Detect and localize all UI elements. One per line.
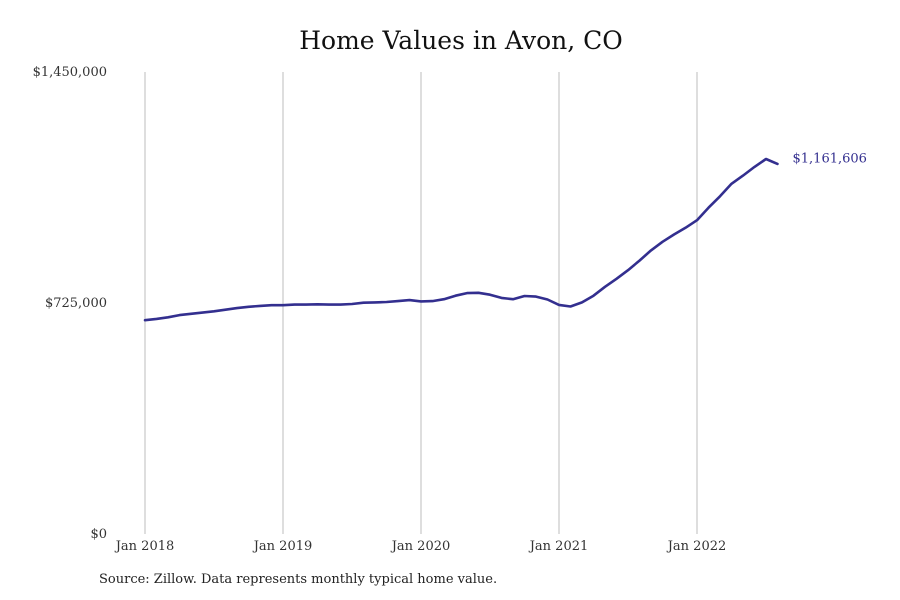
x-tick-label: Jan 2021 [528,539,589,554]
source-note: Source: Zillow. Data represents monthly … [99,572,498,587]
gridlines [144,72,698,534]
y-tick-label: $0 [90,527,107,542]
y-axis-ticks: $0 $725,000 $1,450,000 [33,65,107,542]
end-value-label: $1,161,606 [793,152,867,167]
y-tick-label: $1,450,000 [33,65,107,80]
chart-title: Home Values in Avon, CO [299,26,623,55]
x-tick-label: Jan 2020 [390,539,451,554]
end-labels: $1,161,606 [793,152,867,167]
x-tick-label: Jan 2018 [114,539,175,554]
series-layer [143,157,779,322]
x-axis-ticks: Jan 2018 Jan 2019 Jan 2020 Jan 2021 Jan 2022 [114,539,727,554]
x-tick-label: Jan 2019 [252,539,313,554]
x-tick-label: Jan 2022 [666,539,727,554]
y-tick-label: $725,000 [45,296,107,311]
series-line [143,157,779,322]
